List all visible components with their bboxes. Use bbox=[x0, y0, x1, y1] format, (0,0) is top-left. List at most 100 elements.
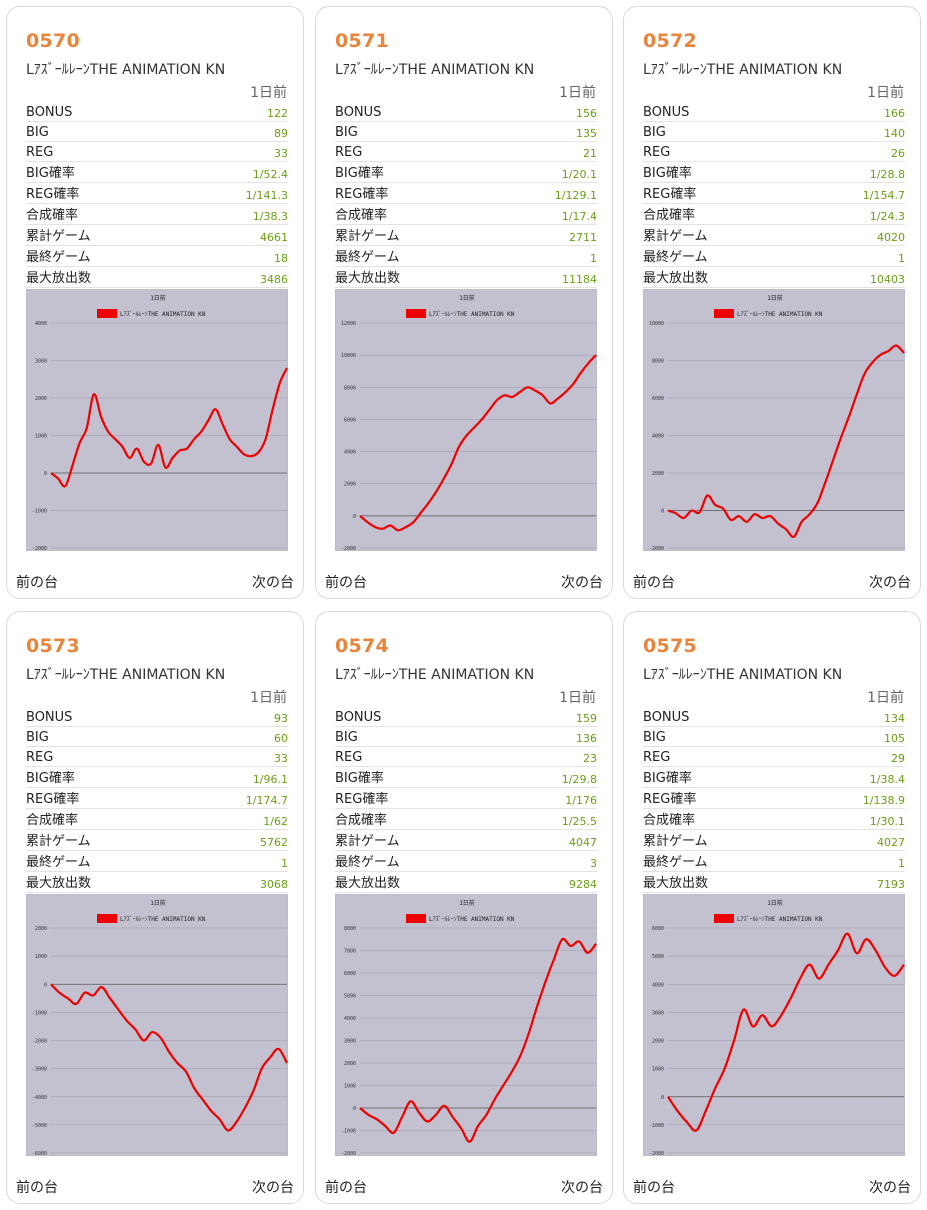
stats-table: BONUS 93 BIG 60 REG 33 BIG確率 1/96.1 REG確… bbox=[26, 706, 288, 893]
stat-label: BIG bbox=[26, 726, 185, 747]
machine-name: LｱｽﾞｰﾙﾚｰﾝTHE ANIMATION KN bbox=[643, 62, 843, 78]
stat-value: 1 bbox=[184, 850, 288, 872]
stat-value: 166 bbox=[801, 101, 905, 122]
stat-value: 29 bbox=[801, 746, 905, 767]
stat-row: REG 33 bbox=[26, 746, 288, 767]
stat-label: 累計ゲーム bbox=[643, 224, 802, 246]
machine-number[interactable]: 0573 bbox=[26, 635, 81, 657]
stat-value: 4027 bbox=[801, 829, 905, 851]
stat-value: 4661 bbox=[184, 224, 288, 246]
stat-label: BONUS bbox=[643, 706, 802, 727]
stats-table: BONUS 166 BIG 140 REG 26 BIG確率 1/28.8 RE… bbox=[643, 101, 905, 288]
stat-label: BONUS bbox=[26, 101, 185, 122]
prev-machine-link[interactable]: 前の台 bbox=[16, 575, 58, 591]
stat-value: 1/141.3 bbox=[184, 182, 288, 204]
stat-label: 最大放出数 bbox=[335, 266, 494, 288]
stat-label: 最終ゲーム bbox=[335, 245, 494, 267]
next-machine-link[interactable]: 次の台 bbox=[561, 1180, 603, 1196]
stat-row: BIG 140 bbox=[643, 121, 905, 142]
y-tick-label: 2000 bbox=[652, 471, 664, 477]
stat-label: 合成確率 bbox=[643, 203, 802, 225]
legend-label: LｱｽﾞｰﾙﾚｰﾝTHE ANIMATION KN bbox=[120, 311, 206, 318]
machine-name: LｱｽﾞｰﾙﾚｰﾝTHE ANIMATION KN bbox=[643, 667, 843, 683]
stat-value: 89 bbox=[184, 121, 288, 142]
stat-value: 1/38.4 bbox=[801, 766, 905, 788]
stat-row: 累計ゲーム 4047 bbox=[335, 829, 597, 851]
machine-number[interactable]: 0575 bbox=[643, 635, 698, 657]
stat-row: BIG確率 1/38.4 bbox=[643, 766, 905, 788]
stat-value: 5762 bbox=[184, 829, 288, 851]
stat-label: 累計ゲーム bbox=[335, 829, 505, 851]
machine-card[interactable]: 0573 LｱｽﾞｰﾙﾚｰﾝTHE ANIMATION KN 1日前 BONUS… bbox=[6, 611, 304, 1204]
stat-row: 合成確率 1/25.5 bbox=[335, 808, 597, 830]
y-tick-label: -2000 bbox=[32, 1039, 47, 1045]
machine-card[interactable]: 0572 LｱｽﾞｰﾙﾚｰﾝTHE ANIMATION KN 1日前 BONUS… bbox=[623, 6, 921, 599]
stat-row: BIG 135 bbox=[335, 121, 597, 142]
stat-row: 合成確率 1/24.3 bbox=[643, 203, 905, 225]
series-line bbox=[50, 367, 288, 488]
prev-machine-link[interactable]: 前の台 bbox=[325, 1180, 367, 1196]
stat-row: BIG確率 1/96.1 bbox=[26, 766, 288, 788]
stat-value: 33 bbox=[184, 746, 288, 767]
payout-chart: 1日前 LｱｽﾞｰﾙﾚｰﾝTHE ANIMATION KN -2000 -1000 0 1… bbox=[643, 894, 905, 1157]
stat-row: REG 21 bbox=[335, 141, 597, 162]
stat-row: BIG 89 bbox=[26, 121, 288, 142]
legend-swatch bbox=[714, 309, 734, 318]
machine-number[interactable]: 0572 bbox=[643, 30, 698, 52]
machine-number[interactable]: 0570 bbox=[26, 30, 81, 52]
stat-value: 1/30.1 bbox=[801, 808, 905, 830]
stat-label: REG bbox=[643, 141, 802, 162]
machine-card[interactable]: 0571 LｱｽﾞｰﾙﾚｰﾝTHE ANIMATION KN 1日前 BONUS… bbox=[315, 6, 613, 599]
stat-row: REG確率 1/176 bbox=[335, 787, 597, 809]
stat-value: 140 bbox=[801, 121, 905, 142]
stat-value: 7193 bbox=[801, 871, 905, 893]
machine-number[interactable]: 0574 bbox=[335, 635, 390, 657]
stat-label: BIG確率 bbox=[335, 161, 494, 183]
stat-label: 合成確率 bbox=[26, 203, 185, 225]
payout-chart: 1日前 LｱｽﾞｰﾙﾚｰﾝTHE ANIMATION KN -2000 -1000 0 1… bbox=[26, 289, 288, 552]
stat-row: 最大放出数 3486 bbox=[26, 266, 288, 288]
y-tick-label: -2000 bbox=[341, 1151, 356, 1157]
stat-label: 最終ゲーム bbox=[26, 850, 185, 872]
stat-row: 合成確率 1/38.3 bbox=[26, 203, 288, 225]
stat-label: REG bbox=[26, 141, 185, 162]
y-tick-label: 0 bbox=[44, 982, 47, 988]
stat-row: 最終ゲーム 1 bbox=[335, 245, 597, 267]
stat-row: BIG 136 bbox=[335, 726, 597, 747]
stat-value: 1/129.1 bbox=[493, 182, 597, 204]
stat-row: BIG確率 1/20.1 bbox=[335, 161, 597, 183]
stat-row: 合成確率 1/62 bbox=[26, 808, 288, 830]
stat-value: 1 bbox=[801, 245, 905, 267]
next-machine-link[interactable]: 次の台 bbox=[252, 1180, 294, 1196]
y-tick-label: 6000 bbox=[344, 971, 356, 977]
stat-value: 135 bbox=[493, 121, 597, 142]
stat-label: REG確率 bbox=[26, 787, 185, 809]
series-line bbox=[50, 983, 288, 1132]
prev-machine-link[interactable]: 前の台 bbox=[325, 575, 367, 591]
next-machine-link[interactable]: 次の台 bbox=[252, 575, 294, 591]
y-tick-label: 10000 bbox=[649, 321, 664, 327]
prev-machine-link[interactable]: 前の台 bbox=[16, 1180, 58, 1196]
stat-row: REG確率 1/174.7 bbox=[26, 787, 288, 809]
stat-value: 1/25.5 bbox=[504, 808, 597, 830]
y-tick-label: 8000 bbox=[344, 926, 356, 932]
stat-value: 60 bbox=[184, 726, 288, 747]
next-machine-link[interactable]: 次の台 bbox=[561, 575, 603, 591]
machine-card[interactable]: 0574 LｱｽﾞｰﾙﾚｰﾝTHE ANIMATION KN 1日前 BONUS… bbox=[315, 611, 613, 1204]
stat-value: 1/28.8 bbox=[801, 161, 905, 183]
machine-card[interactable]: 0575 LｱｽﾞｰﾙﾚｰﾝTHE ANIMATION KN 1日前 BONUS… bbox=[623, 611, 921, 1204]
stat-label: 最終ゲーム bbox=[643, 245, 802, 267]
chart-title: 1日前 bbox=[767, 294, 783, 302]
machine-number[interactable]: 0571 bbox=[335, 30, 390, 52]
next-machine-link[interactable]: 次の台 bbox=[869, 575, 911, 591]
next-machine-link[interactable]: 次の台 bbox=[869, 1180, 911, 1196]
stat-label: BONUS bbox=[26, 706, 185, 727]
stat-label: 最終ゲーム bbox=[335, 850, 505, 872]
prev-machine-link[interactable]: 前の台 bbox=[633, 1180, 675, 1196]
stat-label: 累計ゲーム bbox=[643, 829, 802, 851]
chart-svg: 1日前 LｱｽﾞｰﾙﾚｰﾝTHE ANIMATION KN -2000 0 2000 40… bbox=[649, 294, 905, 552]
stat-value: 122 bbox=[184, 101, 288, 122]
prev-machine-link[interactable]: 前の台 bbox=[633, 575, 675, 591]
machine-card[interactable]: 0570 LｱｽﾞｰﾙﾚｰﾝTHE ANIMATION KN 1日前 BONUS… bbox=[6, 6, 304, 599]
stat-label: 累計ゲーム bbox=[26, 829, 185, 851]
